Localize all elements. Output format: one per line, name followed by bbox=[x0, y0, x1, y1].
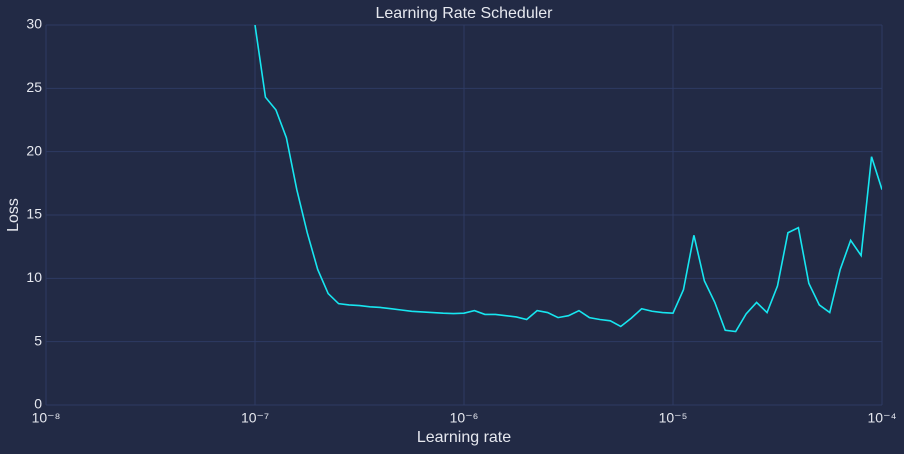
y-tick-label: 0 bbox=[34, 396, 42, 412]
x-tick-label: 10⁻⁶ bbox=[450, 410, 479, 426]
chart-title: Learning Rate Scheduler bbox=[375, 5, 553, 22]
loss-line bbox=[254, 25, 882, 333]
y-tick-label: 10 bbox=[26, 269, 42, 285]
x-tick-label: 10⁻⁵ bbox=[659, 410, 688, 426]
y-tick-label: 15 bbox=[26, 206, 42, 222]
y-axis-label: Loss bbox=[5, 198, 22, 232]
y-tick-label: 5 bbox=[34, 332, 42, 348]
x-tick-label: 10⁻⁷ bbox=[241, 410, 269, 426]
x-tick-label: 10⁻⁸ bbox=[32, 410, 61, 426]
y-tick-label: 30 bbox=[26, 16, 42, 32]
x-axis-label: Learning rate bbox=[417, 429, 511, 446]
y-tick-label: 20 bbox=[26, 142, 42, 158]
y-tick-label: 25 bbox=[26, 79, 42, 95]
x-tick-label: 10⁻⁴ bbox=[868, 410, 897, 426]
